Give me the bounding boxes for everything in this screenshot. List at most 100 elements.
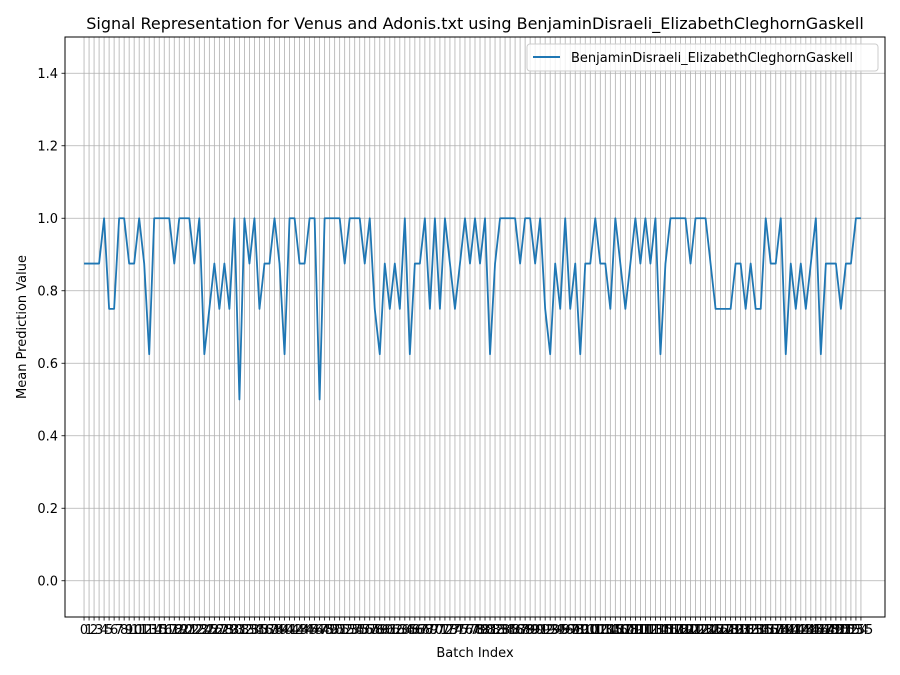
x-tick-label: 118 [663,623,688,638]
legend-box [526,43,879,72]
x-tick-label: 42 [286,623,303,638]
x-tick-label: 102 [583,623,608,638]
x-tick-label: 87 [512,623,529,638]
x-tick-label: 5 [105,623,113,638]
x-tick-label: 117 [658,623,683,638]
x-tick-label: 107 [608,623,633,638]
chart-title: Signal Representation for Venus and Adon… [86,14,864,34]
x-tick-label: 58 [366,623,383,638]
x-tick-label: 154 [844,623,869,638]
x-tick-label: 71 [432,623,449,638]
x-tick-label: 27 [211,623,228,638]
x-tick-label: 51 [331,623,348,638]
x-tick-label: 18 [166,623,183,638]
x-tick-label: 3 [95,623,103,638]
x-tick-label: 111 [628,623,653,638]
x-tick-label: 100 [573,623,598,638]
x-tick-label: 153 [839,623,864,638]
y-tick-label: 1.0 [37,212,58,227]
x-tick-label: 79 [472,623,489,638]
x-tick-label: 150 [823,623,848,638]
x-tick-label: 115 [648,623,673,638]
x-axis-ticks: 0123456789101112131415161718192021222324… [80,617,873,638]
x-tick-label: 59 [371,623,388,638]
x-tick-label: 84 [497,623,514,638]
x-tick-label: 43 [291,623,308,638]
x-tick-label: 137 [758,623,783,638]
x-tick-label: 123 [688,623,713,638]
x-tick-label: 121 [678,623,703,638]
x-tick-label: 81 [482,623,499,638]
x-tick-label: 155 [849,623,874,638]
x-tick-label: 75 [452,623,469,638]
y-axis-ticks: 0.0 0.2 0.4 0.6 0.8 1.0 1.2 1.4 [37,67,65,589]
x-tick-label: 105 [598,623,623,638]
x-tick-label: 141 [778,623,803,638]
x-tick-label: 92 [537,623,554,638]
x-tick-label: 39 [271,623,288,638]
x-tick-label: 77 [462,623,479,638]
x-tick-label: 15 [151,623,168,638]
x-tick-label: 73 [442,623,459,638]
x-tick-label: 119 [668,623,693,638]
x-tick-label: 13 [141,623,158,638]
x-tick-label: 48 [316,623,333,638]
x-tick-label: 76 [457,623,474,638]
x-tick-label: 21 [181,623,198,638]
x-tick-label: 120 [673,623,698,638]
x-tick-label: 101 [578,623,603,638]
x-tick-label: 57 [361,623,378,638]
x-tick-label: 116 [653,623,678,638]
y-tick-label: 0.8 [37,284,58,299]
x-tick-label: 46 [306,623,323,638]
x-tick-label: 61 [382,623,399,638]
x-tick-label: 60 [377,623,394,638]
x-tick-label: 55 [351,623,368,638]
x-tick-label: 72 [437,623,454,638]
x-tick-label: 45 [301,623,318,638]
x-tick-label: 2 [90,623,98,638]
x-tick-label: 7 [115,623,123,638]
x-tick-label: 95 [552,623,569,638]
x-tick-label: 9 [125,623,133,638]
x-tick-label: 110 [623,623,648,638]
x-tick-label: 132 [733,623,758,638]
x-tick-label: 54 [346,623,363,638]
x-tick-label: 78 [467,623,484,638]
x-tick-label: 37 [261,623,278,638]
x-tick-label: 10 [126,623,143,638]
x-tick-label: 135 [748,623,773,638]
x-tick-label: 20 [176,623,193,638]
x-tick-label: 19 [171,623,188,638]
x-tick-label: 49 [321,623,338,638]
x-tick-label: 109 [618,623,643,638]
x-tick-label: 136 [753,623,778,638]
x-tick-label: 80 [477,623,494,638]
x-tick-label: 8 [120,623,128,638]
x-tick-label: 114 [643,623,668,638]
x-tick-label: 44 [296,623,313,638]
x-tick-label: 151 [828,623,853,638]
x-tick-label: 94 [547,623,564,638]
x-tick-label: 56 [356,623,373,638]
x-tick-label: 34 [246,623,263,638]
x-tick-label: 85 [502,623,519,638]
x-tick-label: 96 [557,623,574,638]
y-tick-label: 0.2 [37,502,58,517]
x-tick-label: 97 [562,623,579,638]
x-tick-label: 70 [427,623,444,638]
x-tick-label: 4 [100,623,108,638]
x-tick-label: 64 [397,623,414,638]
x-tick-label: 26 [206,623,223,638]
series-line [84,217,861,401]
x-tick-label: 35 [251,623,268,638]
x-tick-label: 23 [191,623,208,638]
x-tick-label: 89 [522,623,539,638]
x-tick-label: 106 [603,623,628,638]
x-tick-label: 29 [221,623,238,638]
x-tick-label: 93 [542,623,559,638]
x-tick-label: 33 [241,623,258,638]
x-tick-label: 98 [567,623,584,638]
x-tick-label: 69 [422,623,439,638]
x-tick-label: 143 [788,623,813,638]
